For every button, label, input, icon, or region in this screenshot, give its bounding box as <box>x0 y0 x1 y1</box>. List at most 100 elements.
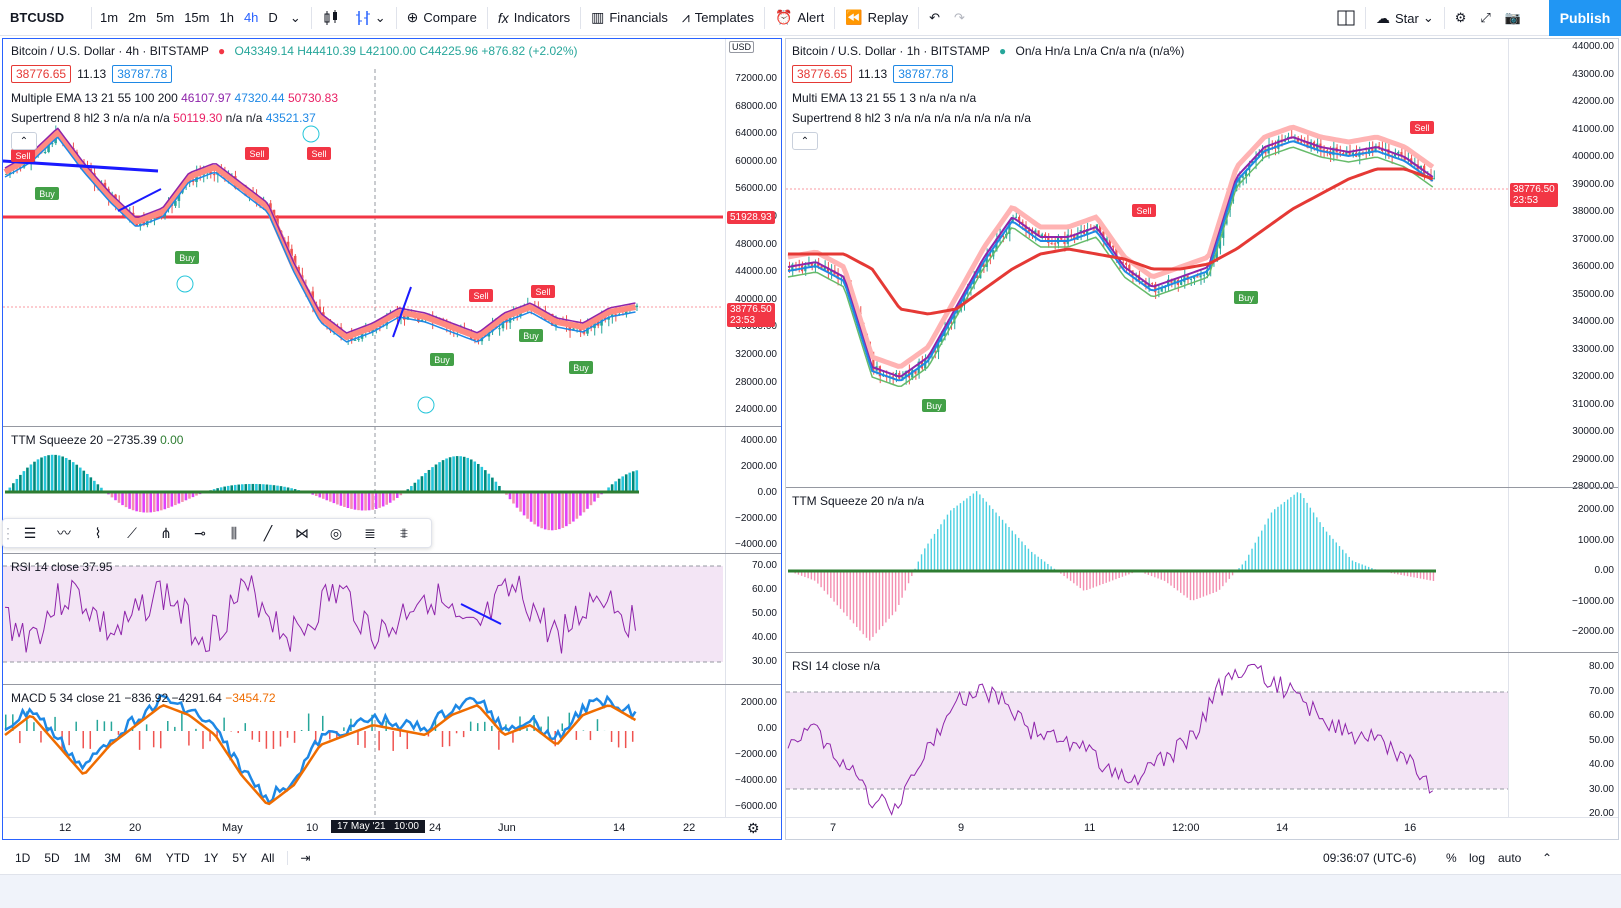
ask-price[interactable]: 38787.78 <box>112 65 173 83</box>
collapse-legend-icon[interactable]: ⌃ <box>11 132 37 150</box>
rsi-legend[interactable]: RSI 14 close 37.95 <box>11 560 112 574</box>
left-macd-axis[interactable]: 2000.00 0.00 −2000.00 −4000.00 −6000.00 <box>725 685 781 817</box>
right-ttm-axis[interactable]: 2000.00 1000.00 0.00 −1000.00 −2000.00 <box>1508 488 1618 652</box>
right-rsi-axis[interactable]: 80.00 70.00 60.00 50.00 40.00 30.00 20.00 <box>1508 653 1618 819</box>
drawing-toolbar[interactable]: ⋮ ☰ 〰 ⌇ ⟋ ⋔ ⊸ ⫼ ╱ ⋈ ◎ ≣ ⩨ <box>1 518 432 548</box>
camera-icon[interactable]: 📷 <box>1504 10 1521 25</box>
chart-pane-right[interactable]: Buy Buy Sell Sell Bitcoin / U.S. Dollar · 1… <box>785 38 1619 840</box>
templates-button[interactable]: ⩘ Templates <box>675 0 761 36</box>
range-5y[interactable]: 5Y <box>232 851 248 865</box>
bid-price[interactable]: 38776.65 <box>792 65 853 83</box>
fullscreen-icon[interactable]: ⤢ <box>1480 10 1491 25</box>
range-1d[interactable]: 1D <box>15 851 31 865</box>
wave-abc-icon[interactable]: ⌇ <box>94 524 102 541</box>
alert-button[interactable]: ⏰ Alert <box>768 0 831 36</box>
bar-style-icon[interactable] <box>315 0 347 36</box>
pane-divider[interactable] <box>3 426 781 427</box>
xabcd-pattern-icon[interactable]: ⋈ <box>295 524 309 541</box>
pane-divider[interactable] <box>3 684 781 685</box>
right-chart-canvas[interactable]: Buy Buy Sell Sell <box>786 39 1618 839</box>
right-supertrend-legend[interactable]: Supertrend 8 hl2 3 n/a n/a n/a n/a n/a n… <box>792 111 1031 125</box>
range-5d[interactable]: 5D <box>44 851 60 865</box>
ttm-histogram-bar <box>498 485 501 492</box>
timeframe-1m[interactable]: 1m <box>100 10 119 25</box>
log-toggle[interactable]: log <box>1469 851 1486 865</box>
right-price-axis[interactable]: 44000.00 43000.00 42000.00 41000.00 40000.00… <box>1508 39 1618 492</box>
candle-body <box>979 263 982 278</box>
left-chart-canvas[interactable]: Buy Buy Buy Buy Buy Sell Sell Sell Sell Sell <box>3 39 781 839</box>
timeframe-4h[interactable]: 4h <box>243 10 259 25</box>
ttm-histogram-bar <box>1416 571 1418 578</box>
timeframe-15m[interactable]: 15m <box>184 10 210 25</box>
pitchfork-icon[interactable]: ⋔ <box>160 524 172 541</box>
undo-icon[interactable]: ↶ <box>929 9 940 25</box>
timeframe-2m[interactable]: 2m <box>128 10 147 25</box>
wave-12345-icon[interactable]: 〰 <box>57 525 71 541</box>
range-3m[interactable]: 3M <box>104 851 122 865</box>
left-time-axis[interactable]: 12 20 May 10 24 Jun 14 22 <box>3 818 725 838</box>
gann-fan-icon[interactable]: ◎ <box>329 524 343 541</box>
go-to-date-icon[interactable]: ⇥ <box>287 851 317 865</box>
macd-histogram-bar <box>195 728 197 731</box>
ttm-squeeze-legend[interactable]: TTM Squeeze 20 −2735.39 0.00 <box>11 433 183 447</box>
candle-body <box>1309 141 1312 148</box>
currency-select[interactable]: USD <box>729 41 755 53</box>
left-price-axis[interactable]: 72000.00 68000.00 64000.00 60000.00 56000.00… <box>725 39 781 427</box>
fib-extension-icon[interactable]: ⩨ <box>400 524 408 541</box>
timeframe-dropdown-icon[interactable]: ⌄ <box>289 9 301 25</box>
collapse-legend-icon[interactable]: ⌃ <box>792 132 818 150</box>
left-rsi-axis[interactable]: 70.00 60.00 50.00 40.00 30.00 <box>725 554 781 684</box>
settings-gear-icon[interactable]: ⚙ <box>1454 10 1467 25</box>
compare-button[interactable]: ⊕ Compare <box>400 0 484 36</box>
macd-histogram-bar <box>575 731 578 740</box>
collapse-panel-icon[interactable]: ⌃ <box>1542 851 1553 865</box>
replay-button[interactable]: ⏪ Replay <box>838 0 915 36</box>
menu-lines-icon[interactable]: ☰ <box>23 524 37 541</box>
trend-line-icon[interactable]: ╱ <box>263 524 273 541</box>
indicators-button[interactable]: fx Indicators <box>491 0 577 36</box>
timeframe-5m[interactable]: 5m <box>156 10 175 25</box>
axis-settings-gear-icon[interactable]: ⚙ <box>747 820 760 836</box>
redo-icon[interactable]: ↷ <box>954 9 965 25</box>
range-1y[interactable]: 1Y <box>203 851 219 865</box>
macd-histogram-bar <box>357 731 359 745</box>
right-time-axis[interactable]: 7 9 11 12:00 14 16 <box>786 818 1508 838</box>
publish-button[interactable]: Publish <box>1549 0 1621 36</box>
candle-body <box>1277 139 1280 149</box>
left-symbol-title[interactable]: Bitcoin / U.S. Dollar · 4h · BITSTAMP <box>11 44 209 58</box>
ttm-histogram-bar <box>1001 519 1004 571</box>
ttm-squeeze-legend[interactable]: TTM Squeeze 20 n/a n/a <box>792 494 924 508</box>
left-ttm-axis[interactable]: 4000.00 2000.00 0.00 −2000.00 −4000.00 <box>725 427 781 553</box>
symbol-search[interactable]: BTCUSD <box>10 10 65 25</box>
macd-legend[interactable]: MACD 5 34 close 21 −836.92 −4291.64 −345… <box>11 691 276 705</box>
range-6m[interactable]: 6M <box>135 851 152 865</box>
timeframe-1h[interactable]: 1h <box>219 10 234 25</box>
right-ema-legend[interactable]: Multi EMA 13 21 55 1 3 n/a n/a n/a <box>792 91 976 105</box>
chart-type-icon[interactable]: ⌄ <box>347 0 393 36</box>
chart-pane-left[interactable]: Buy Buy Buy Buy Buy Sell Sell Sell Sell Sell Bitc… <box>2 38 782 840</box>
left-supertrend-legend[interactable]: Supertrend 8 hl2 3 n/a n/a n/a 50119.30 … <box>11 111 316 125</box>
financials-button[interactable]: ▥ Financials <box>584 0 675 36</box>
bid-price[interactable]: 38776.65 <box>11 65 72 83</box>
layout-select-icon[interactable] <box>1330 0 1362 36</box>
pane-divider[interactable] <box>786 487 1618 488</box>
range-all[interactable]: All <box>261 851 275 865</box>
trend-angle-icon[interactable]: ⟋ <box>127 524 137 541</box>
left-ema-legend[interactable]: Multiple EMA 13 21 55 100 200 46107.97 4… <box>11 91 338 105</box>
pane-divider[interactable] <box>786 652 1618 653</box>
horizontal-ray-icon[interactable]: ⊸ <box>194 524 206 541</box>
right-symbol-title[interactable]: Bitcoin / U.S. Dollar · 1h · BITSTAMP <box>792 44 990 58</box>
fib-retracement-icon[interactable]: ≣ <box>364 524 376 541</box>
vertical-lines-icon[interactable]: ⫼ <box>230 524 238 541</box>
ask-price[interactable]: 38787.78 <box>893 65 954 83</box>
clock-time[interactable]: 09:36:07 (UTC-6) <box>1323 851 1417 865</box>
save-layout-button[interactable]: ☁ Star ⌄ <box>1369 0 1441 36</box>
range-1m[interactable]: 1M <box>73 851 91 865</box>
pane-divider[interactable] <box>3 553 781 554</box>
percent-toggle[interactable]: % <box>1446 851 1457 865</box>
timeframe-d[interactable]: D <box>268 10 278 25</box>
auto-toggle[interactable]: auto <box>1498 851 1522 865</box>
drag-handle-icon[interactable]: ⋮ <box>1 524 15 541</box>
range-ytd[interactable]: YTD <box>165 851 190 865</box>
rsi-legend[interactable]: RSI 14 close n/a <box>792 659 880 673</box>
